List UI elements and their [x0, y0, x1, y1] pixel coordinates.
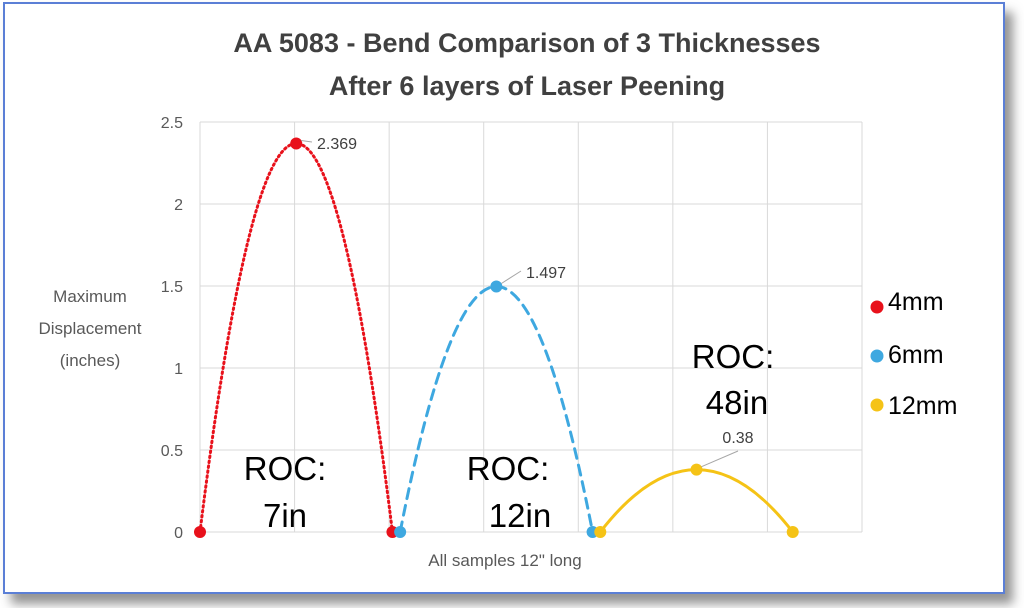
roc-label-6mm: ROC:	[467, 450, 550, 487]
roc-label-4mm: ROC:	[244, 450, 327, 487]
legend-marker-4mm	[870, 300, 884, 314]
legend: 4mm 6mm 12mm	[870, 288, 957, 420]
curve-6mm	[398, 285, 595, 534]
legend-marker-12mm	[870, 398, 884, 412]
y-tick-label-0: 0	[174, 525, 183, 542]
y-ticks: 0 0.5 1 1.5 2 2.5	[161, 115, 183, 542]
data-label-leader-12mm	[701, 450, 739, 468]
chart-title: AA 5083 - Bend Comparison of 3 Thickness…	[233, 28, 820, 58]
roc-value-6mm: 12in	[489, 497, 551, 534]
roc-label-12mm: ROC:	[692, 338, 775, 375]
legend-label-4mm: 4mm	[888, 288, 944, 316]
point-12mm-1	[690, 463, 703, 476]
data-label-12mm: 0.38	[722, 430, 753, 447]
point-4mm-1	[290, 137, 303, 150]
legend-label-12mm: 12mm	[888, 392, 957, 420]
data-label-4mm: 2.369	[317, 136, 357, 153]
data-label-leader-6mm	[501, 270, 522, 284]
data-label-6mm: 1.497	[526, 265, 566, 282]
y-tick-label-1: 0.5	[161, 443, 183, 460]
roc-value-12mm: 48in	[706, 384, 768, 421]
y-tick-label-3: 1.5	[161, 279, 183, 296]
data-points	[194, 137, 799, 538]
y-tick-label-5: 2.5	[161, 115, 183, 132]
data-label-leader-4mm	[301, 139, 313, 143]
x-axis-title: All samples 12" long	[428, 551, 581, 570]
point-6mm-0	[394, 526, 407, 538]
chart-subtitle: After 6 layers of Laser Peening	[329, 71, 725, 101]
point-12mm-2	[786, 526, 799, 538]
y-tick-label-4: 2	[174, 197, 183, 214]
legend-label-6mm: 6mm	[888, 341, 944, 369]
y-axis-title-line-1: Maximum	[53, 287, 127, 306]
roc-value-4mm: 7in	[263, 497, 307, 534]
point-12mm-0	[594, 526, 607, 538]
point-6mm-1	[490, 280, 503, 293]
point-4mm-0	[194, 526, 206, 538]
chart-frame	[3, 2, 1005, 594]
y-tick-label-2: 1	[174, 361, 183, 378]
y-axis-title-line-3: (inches)	[60, 351, 120, 370]
legend-marker-6mm	[870, 349, 884, 363]
curve-12mm	[598, 468, 795, 534]
y-axis-title-line-2: Displacement	[39, 319, 142, 338]
grid	[199, 121, 863, 533]
